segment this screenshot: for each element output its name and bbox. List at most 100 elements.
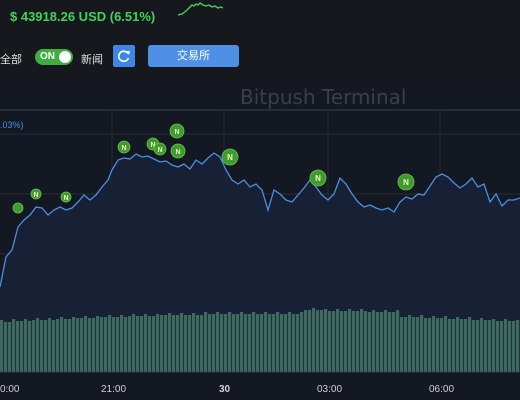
- volume-bar: [112, 317, 116, 372]
- volume-bar: [336, 309, 340, 372]
- volume-bar: [196, 315, 200, 372]
- news-toggle[interactable]: ON: [35, 49, 73, 65]
- news-marker-label: N: [157, 147, 162, 154]
- news-marker[interactable]: [117, 140, 131, 154]
- volume-bar: [224, 314, 228, 372]
- volume-bar: [156, 314, 160, 372]
- volume-bar: [32, 320, 36, 372]
- volume-bar: [496, 321, 500, 372]
- volume-bar: [184, 315, 188, 372]
- volume-bar: [176, 315, 180, 372]
- news-marker-label: N: [315, 174, 321, 183]
- volume-bar: [172, 315, 176, 372]
- volume-bar: [364, 311, 368, 372]
- volume-bar: [40, 320, 44, 372]
- volume-bar: [420, 315, 424, 372]
- volume-bar: [16, 321, 20, 372]
- volume-bar: [424, 318, 428, 372]
- toggle-label: ON: [40, 51, 55, 62]
- volume-bar: [68, 319, 72, 372]
- volume-bar: [416, 317, 420, 372]
- volume-bar: [56, 319, 60, 372]
- volume-bar: [460, 319, 464, 372]
- volume-bar: [292, 314, 296, 372]
- news-marker[interactable]: [30, 188, 42, 200]
- volume-bar: [104, 317, 108, 372]
- volume-bars: [0, 308, 520, 372]
- x-tick-label: 0:00: [0, 384, 20, 395]
- watermark-text: Bitpush Terminal: [240, 85, 406, 109]
- volume-bar: [504, 319, 508, 372]
- volume-bar: [60, 317, 64, 372]
- volume-bar: [244, 314, 248, 372]
- volume-bar: [200, 315, 204, 372]
- refresh-button[interactable]: [113, 45, 135, 67]
- toggle-knob: [59, 51, 71, 63]
- volume-bar: [376, 312, 380, 372]
- volume-bar: [500, 321, 504, 372]
- volume-bar: [428, 318, 432, 372]
- x-tick-label: 06:00: [429, 384, 454, 395]
- volume-bar: [240, 312, 244, 372]
- volume-bar: [100, 317, 104, 372]
- x-tick-label: 03:00: [317, 384, 342, 395]
- news-marker[interactable]: [12, 202, 24, 214]
- volume-bar: [220, 314, 224, 372]
- volume-bar: [296, 314, 300, 372]
- volume-bar: [312, 308, 316, 372]
- volume-bar: [216, 312, 220, 372]
- volume-bar: [480, 318, 484, 372]
- volume-bar: [188, 315, 192, 372]
- x-tick-label: 21:00: [101, 384, 126, 395]
- volume-bar: [252, 312, 256, 372]
- price-sparkline: [178, 2, 223, 16]
- volume-bar: [76, 318, 80, 372]
- news-marker[interactable]: [170, 143, 186, 159]
- news-marker-label: N: [63, 195, 68, 202]
- volume-bar: [140, 316, 144, 372]
- price-chart[interactable]: Bitpush Terminal .03%) 0:00 21:00 30 03:…: [0, 82, 520, 400]
- exchange-button[interactable]: 交易所: [148, 45, 239, 67]
- volume-bar: [436, 318, 440, 372]
- volume-bar: [136, 316, 140, 372]
- volume-bar: [72, 317, 76, 372]
- price-chart-canvas: Bitpush Terminal .03%) 0:00 21:00 30 03:…: [0, 85, 520, 395]
- volume-bar: [152, 316, 156, 372]
- volume-bar: [304, 310, 308, 372]
- volume-bar: [256, 314, 260, 372]
- price-display: $ 43918.26 USD (6.51%): [10, 9, 156, 24]
- volume-bar: [320, 310, 324, 372]
- news-marker-label: N: [175, 149, 180, 156]
- volume-bar: [264, 312, 268, 372]
- volume-bar: [124, 317, 128, 372]
- news-marker[interactable]: [169, 123, 185, 139]
- news-marker[interactable]: [60, 191, 72, 203]
- volume-bar: [368, 312, 372, 372]
- volume-bar: [440, 318, 444, 372]
- volume-bar: [64, 319, 68, 372]
- volume-bar: [28, 321, 32, 372]
- news-marker-label: N: [403, 178, 409, 187]
- news-marker[interactable]: [221, 148, 239, 166]
- refresh-icon: [118, 50, 130, 62]
- volume-bar: [464, 319, 468, 372]
- news-marker[interactable]: [397, 173, 415, 191]
- volume-bar: [160, 315, 164, 372]
- volume-bar: [288, 312, 292, 372]
- volume-bar: [228, 312, 232, 372]
- change-label: .03%): [0, 120, 24, 130]
- volume-bar: [44, 320, 48, 372]
- news-marker[interactable]: [309, 169, 327, 187]
- volume-bar: [488, 320, 492, 372]
- volume-bar: [24, 319, 28, 372]
- volume-bar: [212, 314, 216, 372]
- volume-bar: [12, 319, 16, 372]
- volume-bar: [248, 314, 252, 372]
- news-marker-label: N: [33, 192, 38, 199]
- price-line: [0, 152, 520, 288]
- volume-bar: [148, 316, 152, 372]
- volume-bar: [476, 320, 480, 372]
- news-marker[interactable]: [153, 142, 167, 156]
- volume-bar: [408, 315, 412, 372]
